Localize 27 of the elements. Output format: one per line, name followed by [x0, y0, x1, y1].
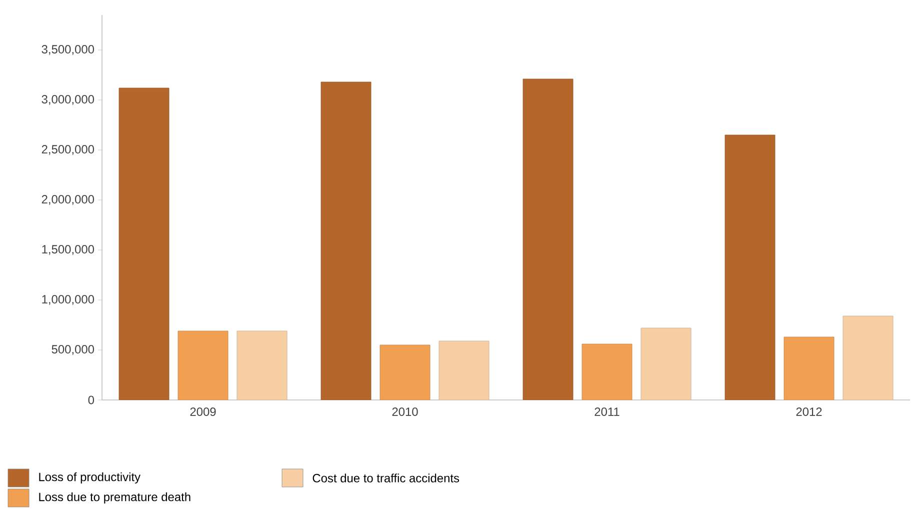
bar	[842, 316, 894, 400]
legend-label: Loss due to premature death	[39, 492, 190, 504]
x-tick-label: 2012	[796, 408, 822, 416]
x-tick-label: 2011	[594, 408, 620, 416]
bar	[320, 82, 372, 400]
x-tick-label: 2010	[392, 408, 418, 416]
y-tick-label: 1,000,000	[42, 295, 94, 305]
y-tick-label: 0	[88, 396, 94, 404]
y-tick-label: 2,000,000	[42, 195, 94, 205]
bar	[582, 344, 632, 400]
bar	[522, 78, 574, 400]
y-tick-label: 2,500,000	[42, 145, 94, 155]
legend-label: Loss of productivity	[39, 472, 140, 484]
bar	[380, 344, 430, 400]
bar	[118, 88, 170, 400]
bar	[438, 340, 490, 400]
bar	[178, 330, 228, 400]
y-tick-label: 3,500,000	[42, 45, 94, 55]
y-tick-label: 500,000	[52, 345, 94, 355]
bar	[784, 336, 834, 400]
bar	[640, 328, 692, 400]
bar	[724, 134, 776, 400]
y-tick-label: 1,500,000	[42, 245, 94, 255]
y-tick-label: 3,000,000	[42, 95, 94, 105]
x-tick-label: 2009	[190, 408, 216, 416]
bar	[236, 330, 288, 400]
legend-label: Cost due to traffic accidents	[312, 474, 460, 482]
